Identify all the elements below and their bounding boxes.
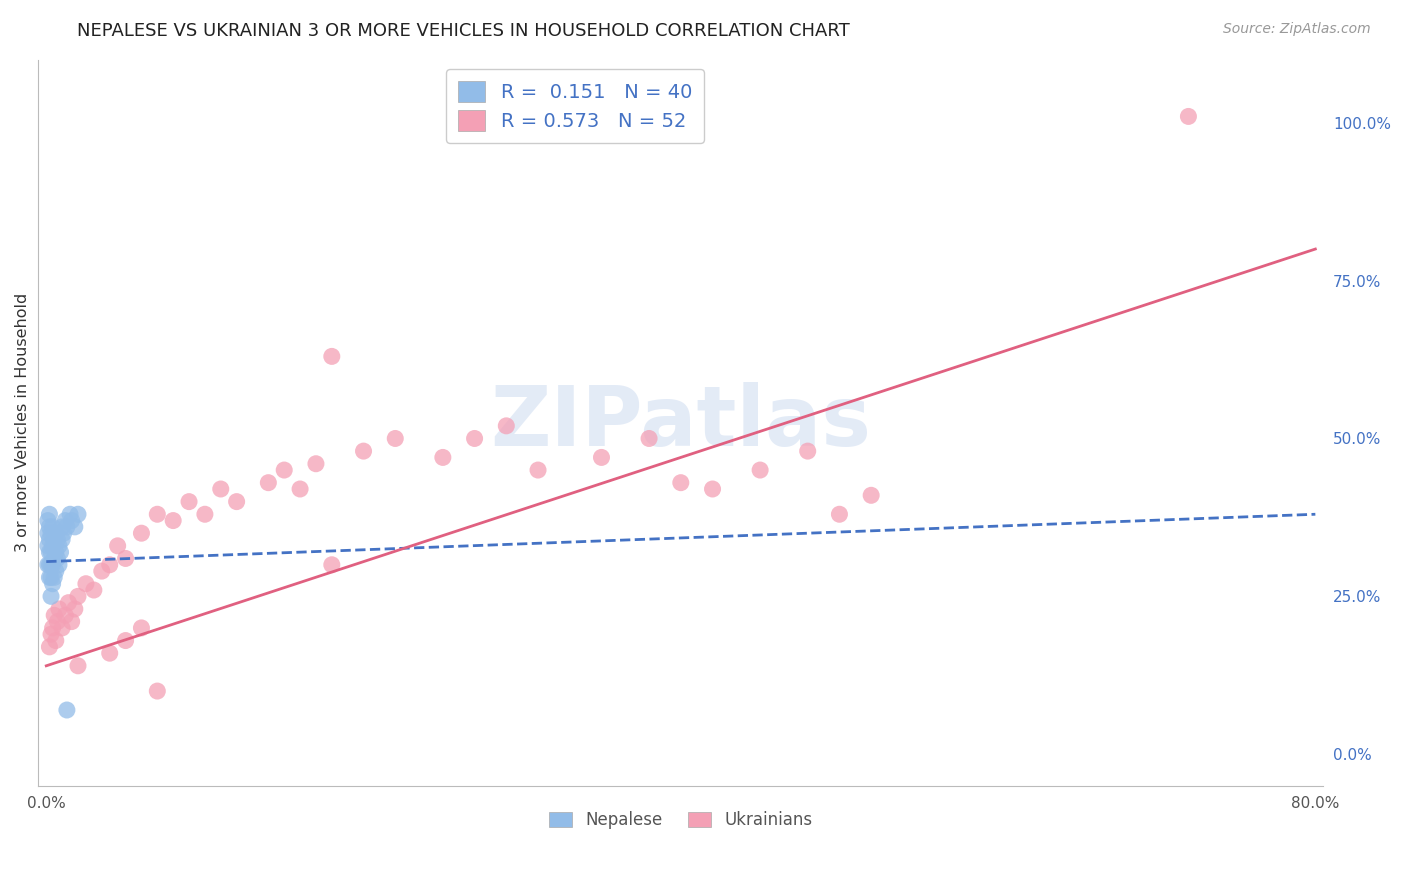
Ukrainians xyxy=(75,576,97,591)
Nepalese xyxy=(44,570,66,584)
Ukrainians xyxy=(114,551,136,566)
Nepalese xyxy=(41,520,63,534)
Ukrainians xyxy=(66,590,89,604)
Nepalese xyxy=(38,545,60,559)
Ukrainians xyxy=(38,640,60,654)
Nepalese xyxy=(37,539,59,553)
Ukrainians xyxy=(51,621,73,635)
Ukrainians xyxy=(432,450,454,465)
Nepalese xyxy=(66,508,89,522)
Nepalese xyxy=(39,545,62,559)
Ukrainians xyxy=(225,494,247,508)
Ukrainians xyxy=(638,432,661,446)
Nepalese xyxy=(51,533,73,547)
Nepalese xyxy=(44,551,66,566)
Nepalese xyxy=(48,558,70,572)
Text: NEPALESE VS UKRAINIAN 3 OR MORE VEHICLES IN HOUSEHOLD CORRELATION CHART: NEPALESE VS UKRAINIAN 3 OR MORE VEHICLES… xyxy=(77,22,851,40)
Ukrainians xyxy=(194,508,217,522)
Ukrainians xyxy=(321,350,343,364)
Ukrainians xyxy=(41,621,63,635)
Y-axis label: 3 or more Vehicles in Household: 3 or more Vehicles in Household xyxy=(15,293,30,552)
Nepalese xyxy=(59,508,82,522)
Ukrainians xyxy=(591,450,613,465)
Nepalese xyxy=(41,539,63,553)
Nepalese xyxy=(44,533,66,547)
Nepalese xyxy=(41,576,63,591)
Ukrainians xyxy=(48,602,70,616)
Nepalese xyxy=(45,564,67,578)
Nepalese xyxy=(37,514,59,528)
Nepalese xyxy=(48,539,70,553)
Ukrainians xyxy=(796,444,818,458)
Nepalese xyxy=(63,520,86,534)
Ukrainians xyxy=(702,482,724,496)
Ukrainians xyxy=(83,582,105,597)
Ukrainians xyxy=(464,432,486,446)
Nepalese xyxy=(60,514,83,528)
Ukrainians xyxy=(1177,110,1199,124)
Nepalese xyxy=(56,703,79,717)
Nepalese xyxy=(38,520,60,534)
Ukrainians xyxy=(257,475,280,490)
Ukrainians xyxy=(60,615,83,629)
Ukrainians xyxy=(384,432,406,446)
Ukrainians xyxy=(273,463,295,477)
Nepalese xyxy=(52,526,75,541)
Ukrainians xyxy=(114,633,136,648)
Nepalese xyxy=(56,520,79,534)
Nepalese xyxy=(45,545,67,559)
Ukrainians xyxy=(131,526,153,541)
Ukrainians xyxy=(288,482,311,496)
Nepalese xyxy=(51,520,73,534)
Nepalese xyxy=(49,545,72,559)
Ukrainians xyxy=(46,615,69,629)
Ukrainians xyxy=(39,627,62,641)
Nepalese xyxy=(39,526,62,541)
Nepalese xyxy=(38,508,60,522)
Nepalese xyxy=(37,558,59,572)
Legend: Nepalese, Ukrainians: Nepalese, Ukrainians xyxy=(543,805,820,836)
Nepalese xyxy=(38,558,60,572)
Ukrainians xyxy=(53,608,76,623)
Ukrainians xyxy=(63,602,86,616)
Ukrainians xyxy=(177,494,200,508)
Ukrainians xyxy=(98,558,121,572)
Ukrainians xyxy=(353,444,375,458)
Ukrainians xyxy=(527,463,550,477)
Text: Source: ZipAtlas.com: Source: ZipAtlas.com xyxy=(1223,22,1371,37)
Nepalese xyxy=(38,570,60,584)
Ukrainians xyxy=(669,475,692,490)
Ukrainians xyxy=(131,621,153,635)
Ukrainians xyxy=(58,596,80,610)
Nepalese xyxy=(38,533,60,547)
Ukrainians xyxy=(162,514,184,528)
Ukrainians xyxy=(44,608,66,623)
Ukrainians xyxy=(45,633,67,648)
Ukrainians xyxy=(146,684,169,698)
Ukrainians xyxy=(146,508,169,522)
Nepalese xyxy=(37,526,59,541)
Nepalese xyxy=(53,514,76,528)
Nepalese xyxy=(45,526,67,541)
Ukrainians xyxy=(90,564,112,578)
Nepalese xyxy=(39,558,62,572)
Ukrainians xyxy=(860,488,883,502)
Ukrainians xyxy=(209,482,232,496)
Ukrainians xyxy=(98,646,121,660)
Nepalese xyxy=(46,551,69,566)
Ukrainians xyxy=(305,457,328,471)
Nepalese xyxy=(46,533,69,547)
Ukrainians xyxy=(749,463,772,477)
Ukrainians xyxy=(321,558,343,572)
Text: ZIPatlas: ZIPatlas xyxy=(491,382,872,463)
Nepalese xyxy=(39,590,62,604)
Nepalese xyxy=(41,558,63,572)
Ukrainians xyxy=(828,508,851,522)
Ukrainians xyxy=(107,539,129,553)
Ukrainians xyxy=(495,418,517,433)
Nepalese xyxy=(39,570,62,584)
Ukrainians xyxy=(66,658,89,673)
